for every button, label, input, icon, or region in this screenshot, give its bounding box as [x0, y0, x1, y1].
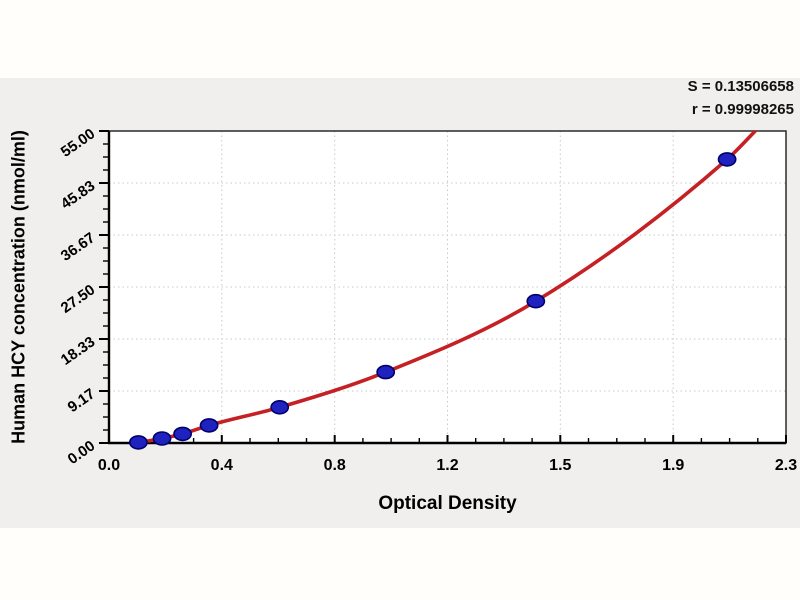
y-tick-label: 45.83 [58, 177, 99, 212]
y-tick-label: 27.50 [58, 281, 99, 316]
x-tick-label: 1.2 [436, 457, 458, 474]
data-point-marker [376, 364, 396, 380]
x-tick-label: 1.5 [549, 457, 571, 474]
data-point-marker [128, 435, 148, 450]
data-point-marker [173, 426, 193, 442]
y-axis-title: Human HCY concentration (nmol/ml) [8, 130, 29, 444]
data-point-marker [526, 293, 546, 309]
stat-correlation: r = 0.99998265 [691, 101, 794, 118]
data-point-marker [152, 431, 172, 446]
data-point-marker [199, 418, 219, 433]
stat-standard-error: S = 0.13506658 [687, 78, 794, 95]
data-point-marker [717, 152, 737, 167]
x-tick-label: 0.4 [211, 457, 233, 474]
x-tick-label: 0.8 [324, 457, 346, 474]
y-tick-label: 9.17 [65, 385, 99, 416]
fit-statistics: S = 0.13506658 r = 0.99998265 [0, 75, 794, 121]
y-tick-label: 18.33 [58, 333, 99, 368]
data-point-marker [270, 399, 290, 415]
y-tick-label: 0.00 [65, 437, 99, 468]
x-tick-label: 1.9 [662, 457, 684, 474]
x-tick-label: 2.3 [775, 457, 797, 474]
y-tick-label: 36.67 [58, 229, 99, 264]
x-tick-label: 0.0 [98, 457, 120, 474]
y-tick-label: 55.00 [58, 125, 99, 160]
x-axis-title: Optical Density [378, 493, 517, 514]
